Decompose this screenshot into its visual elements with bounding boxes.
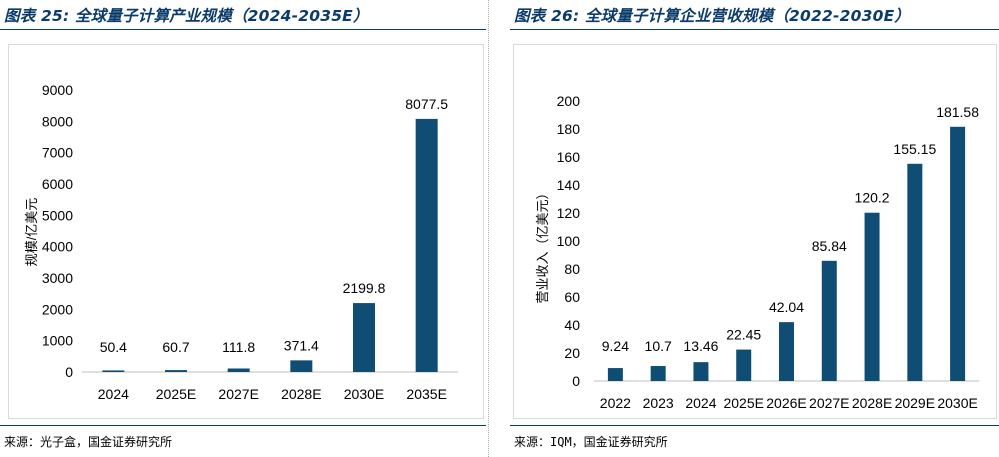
- y-tick-label: 9000: [42, 82, 73, 98]
- right-figure-panel: 图表 26: 全球量子计算企业营收规模（2022-2030E） 0 20 40 60 8…: [510, 0, 999, 457]
- y-tick-label: 40: [564, 317, 580, 333]
- data-label: 50.4: [100, 339, 127, 355]
- y-tick-label: 100: [557, 233, 581, 249]
- bar: [650, 366, 666, 381]
- bar: [290, 360, 313, 372]
- bar: [693, 362, 709, 381]
- data-label: 22.45: [726, 327, 761, 343]
- y-tick-label: 0: [572, 373, 580, 389]
- x-tick-label: 2024: [685, 395, 716, 411]
- left-figure-title: 图表 25: 全球量子计算产业规模（2024-2035E）: [4, 7, 369, 25]
- data-label: 120.2: [855, 190, 890, 206]
- x-tick-label: 2035E: [406, 386, 446, 402]
- y-axis-title: 营业收入（亿美元）: [535, 186, 550, 303]
- right-bar-chart: 0 20 40 60 80 100 120 140 160 180 200 9.24 2022 10.7 2…: [535, 93, 979, 411]
- bar: [779, 322, 794, 381]
- data-label: 155.15: [893, 141, 936, 157]
- x-tick-label: 2030E: [937, 395, 977, 411]
- x-tick-label: 2026E: [766, 395, 806, 411]
- data-label: 8077.5: [405, 96, 448, 112]
- y-tick-label: 6000: [42, 176, 73, 192]
- x-tick-label: 2028E: [852, 395, 892, 411]
- data-label: 181.58: [936, 104, 979, 120]
- bar: [102, 370, 125, 372]
- bar: [736, 349, 752, 381]
- y-tick-label: 140: [557, 177, 581, 193]
- bar: [821, 260, 837, 381]
- data-label: 42.04: [769, 299, 804, 315]
- data-label: 13.46: [683, 338, 718, 354]
- x-tick-label: 2027E: [809, 395, 849, 411]
- y-axis-title: 规模/亿美元: [24, 198, 39, 267]
- x-tick-label: 2025E: [723, 395, 763, 411]
- y-tick-label: 0: [65, 364, 73, 380]
- left-chart-frame: [8, 44, 484, 419]
- x-tick-label: 2024: [98, 386, 129, 402]
- bar: [227, 368, 250, 372]
- bar: [353, 303, 375, 372]
- x-tick-label: 2023: [643, 395, 674, 411]
- x-tick-label: 2022: [600, 395, 631, 411]
- left-title-divider: [0, 29, 486, 30]
- x-tick-label: 2025E: [156, 386, 196, 402]
- bar: [864, 212, 880, 381]
- y-tick-label: 7000: [42, 145, 73, 161]
- data-label: 371.4: [284, 337, 319, 353]
- bar: [165, 370, 187, 372]
- y-tick-label: 5000: [42, 207, 73, 223]
- x-tick-label: 2027E: [218, 386, 258, 402]
- y-tick-label: 1000: [42, 333, 73, 349]
- x-tick-label: 2029E: [895, 395, 935, 411]
- data-label: 10.7: [645, 338, 672, 354]
- x-tick-label: 2028E: [281, 386, 321, 402]
- right-figure-title: 图表 26: 全球量子计算企业营收规模（2022-2030E）: [514, 7, 911, 25]
- bar: [907, 163, 923, 381]
- y-tick-label: 200: [557, 93, 581, 109]
- y-tick-label: 20: [564, 345, 580, 361]
- y-tick-label: 80: [564, 261, 580, 277]
- y-tick-label: 160: [557, 149, 581, 165]
- panel-separator: [488, 0, 489, 457]
- y-tick-label: 120: [557, 205, 581, 221]
- y-tick-label: 180: [557, 121, 581, 137]
- data-label: 2199.8: [343, 280, 386, 296]
- x-tick-label: 2030E: [344, 386, 384, 402]
- data-label: 9.24: [602, 338, 629, 354]
- right-title-divider: [510, 29, 999, 30]
- left-bottom-divider: [0, 425, 486, 426]
- data-label: 111.8: [222, 339, 255, 355]
- data-label: 85.84: [812, 238, 847, 254]
- y-tick-label: 2000: [42, 301, 73, 317]
- bar: [415, 118, 438, 372]
- data-label: 60.7: [162, 339, 189, 355]
- y-tick-label: 4000: [42, 239, 73, 255]
- y-tick-label: 60: [564, 289, 580, 305]
- left-bar-chart: 0 1000 2000 3000 4000 5000 6000 7000 8000 9000 50.…: [24, 82, 458, 402]
- left-source-note: 来源：光子盒，国金证券研究所: [4, 435, 173, 449]
- y-tick-label: 3000: [42, 270, 73, 286]
- bar: [950, 126, 966, 382]
- bar: [607, 368, 623, 381]
- left-figure-panel: 图表 25: 全球量子计算产业规模（2024-2035E） 0 1000 2000 3…: [0, 0, 486, 457]
- right-source-note: 来源：IQM，国金证券研究所: [514, 435, 668, 449]
- y-tick-label: 8000: [42, 113, 73, 129]
- right-bottom-divider: [510, 425, 999, 426]
